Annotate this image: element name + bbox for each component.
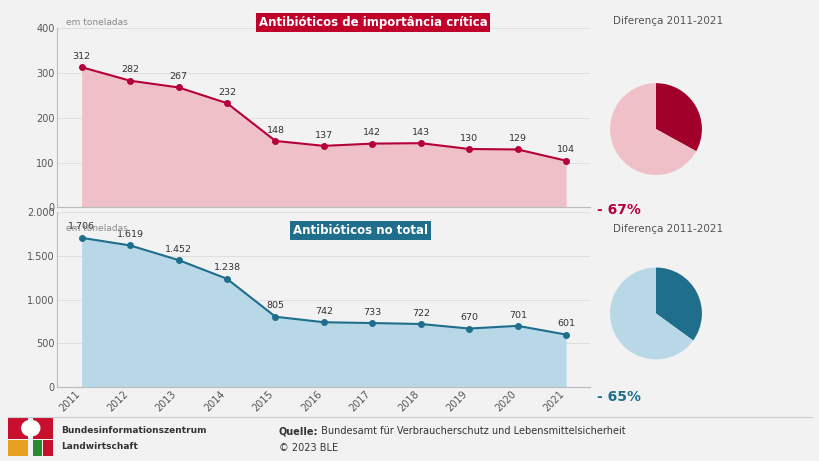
- Point: [510, 322, 523, 330]
- Text: 670: 670: [459, 313, 477, 322]
- Point: [220, 100, 233, 107]
- Point: [559, 331, 572, 338]
- Point: [124, 77, 137, 84]
- Text: 282: 282: [121, 65, 139, 74]
- Wedge shape: [655, 83, 701, 151]
- Point: [220, 275, 233, 283]
- Wedge shape: [655, 267, 701, 341]
- Text: Quelle:: Quelle:: [278, 426, 318, 437]
- Text: 1.706: 1.706: [68, 223, 95, 231]
- Text: 267: 267: [170, 72, 188, 81]
- Text: Antibióticos de importância crítica: Antibióticos de importância crítica: [259, 16, 486, 29]
- Point: [317, 319, 330, 326]
- Text: em toneladas: em toneladas: [66, 224, 127, 233]
- Text: 742: 742: [314, 307, 333, 316]
- Point: [559, 157, 572, 165]
- Point: [414, 320, 427, 328]
- Text: 142: 142: [363, 128, 381, 137]
- Point: [172, 256, 185, 264]
- Text: 130: 130: [459, 134, 477, 143]
- Text: 143: 143: [411, 128, 429, 137]
- Text: 601: 601: [556, 319, 574, 328]
- Bar: [43, 440, 53, 456]
- Point: [317, 142, 330, 149]
- Text: 137: 137: [314, 130, 333, 140]
- Point: [269, 313, 282, 320]
- Point: [269, 137, 282, 145]
- Text: 232: 232: [218, 88, 236, 97]
- Point: [462, 325, 475, 332]
- Point: [75, 234, 88, 242]
- Text: 129: 129: [508, 134, 526, 143]
- Text: Bundesinformationszentrum: Bundesinformationszentrum: [61, 426, 206, 436]
- Text: 701: 701: [508, 311, 526, 319]
- Text: Antibióticos no total: Antibióticos no total: [293, 224, 428, 236]
- Wedge shape: [609, 83, 695, 175]
- Text: 722: 722: [411, 309, 429, 318]
- Point: [124, 242, 137, 249]
- Wedge shape: [609, 267, 692, 360]
- Text: - 67%: - 67%: [596, 203, 640, 217]
- Text: 312: 312: [72, 52, 91, 61]
- Point: [510, 146, 523, 153]
- Circle shape: [21, 420, 39, 436]
- Text: 104: 104: [556, 145, 574, 154]
- Bar: [8, 440, 29, 456]
- Text: Diferença 2011-2021: Diferença 2011-2021: [613, 16, 722, 26]
- Point: [414, 140, 427, 147]
- Text: em toneladas: em toneladas: [66, 18, 127, 28]
- Point: [462, 145, 475, 153]
- Bar: [33, 440, 42, 456]
- Bar: [8, 417, 29, 439]
- Point: [172, 84, 185, 91]
- Text: 805: 805: [266, 301, 284, 310]
- Text: 1.619: 1.619: [116, 230, 143, 239]
- Text: Landwirtschaft: Landwirtschaft: [61, 442, 138, 451]
- Point: [75, 64, 88, 71]
- Text: © 2023 BLE: © 2023 BLE: [278, 443, 337, 453]
- Text: 1.452: 1.452: [165, 245, 192, 254]
- Text: Diferença 2011-2021: Diferença 2011-2021: [613, 224, 722, 234]
- Point: [365, 140, 378, 148]
- Text: 148: 148: [266, 125, 284, 135]
- Text: 733: 733: [363, 307, 381, 317]
- Text: 1.238: 1.238: [213, 264, 240, 272]
- Bar: [33, 417, 53, 439]
- Point: [365, 319, 378, 327]
- Text: - 65%: - 65%: [596, 390, 640, 403]
- Text: Bundesamt für Verbraucherschutz und Lebensmittelsicherheit: Bundesamt für Verbraucherschutz und Lebe…: [318, 426, 625, 437]
